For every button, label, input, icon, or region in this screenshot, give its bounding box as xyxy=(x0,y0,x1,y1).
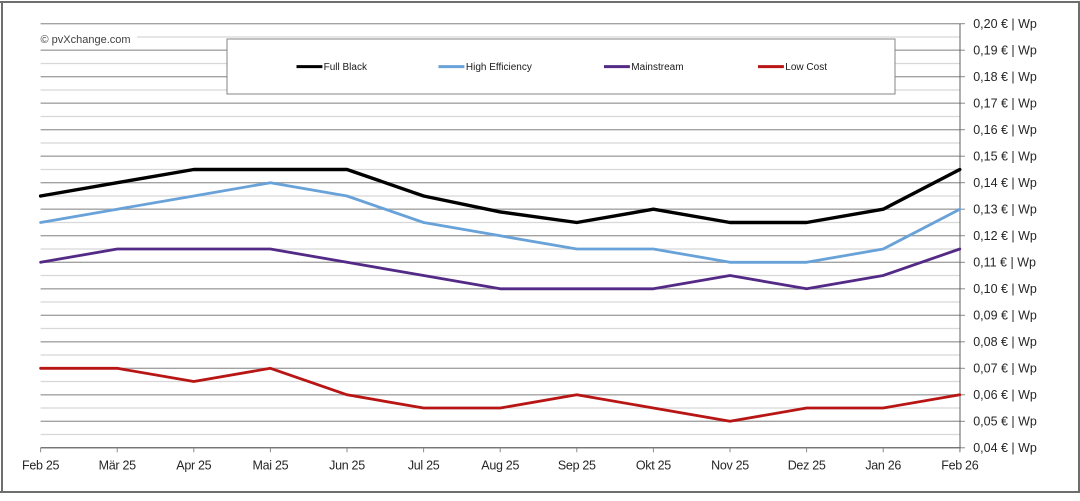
svg-text:0,15 € | Wp: 0,15 € | Wp xyxy=(973,149,1037,163)
svg-text:0,06 € | Wp: 0,06 € | Wp xyxy=(973,388,1037,402)
svg-text:Apr 25: Apr 25 xyxy=(176,459,211,473)
svg-text:0,13 € | Wp: 0,13 € | Wp xyxy=(973,202,1037,216)
svg-text:Full Black: Full Black xyxy=(324,62,368,73)
svg-text:Low Cost: Low Cost xyxy=(785,62,827,73)
svg-text:0,17 € | Wp: 0,17 € | Wp xyxy=(973,96,1037,110)
svg-text:Aug 25: Aug 25 xyxy=(481,459,519,473)
svg-text:Feb 25: Feb 25 xyxy=(22,459,59,473)
svg-text:Feb 26: Feb 26 xyxy=(941,459,978,473)
svg-text:Mai 25: Mai 25 xyxy=(253,459,289,473)
svg-text:0,09 € | Wp: 0,09 € | Wp xyxy=(973,309,1037,323)
svg-text:Jul 25: Jul 25 xyxy=(408,459,440,473)
svg-text:0,20 € | Wp: 0,20 € | Wp xyxy=(973,17,1037,31)
svg-text:0,19 € | Wp: 0,19 € | Wp xyxy=(973,43,1037,57)
svg-text:0,16 € | Wp: 0,16 € | Wp xyxy=(973,123,1037,137)
svg-text:Mainstream: Mainstream xyxy=(631,62,683,73)
svg-text:High Efficiency: High Efficiency xyxy=(466,62,532,73)
svg-text:0,11 € | Wp: 0,11 € | Wp xyxy=(973,256,1036,270)
svg-text:0,18 € | Wp: 0,18 € | Wp xyxy=(973,70,1037,84)
svg-text:0,07 € | Wp: 0,07 € | Wp xyxy=(973,362,1037,376)
svg-text:0,14 € | Wp: 0,14 € | Wp xyxy=(973,176,1037,190)
svg-text:Jun 25: Jun 25 xyxy=(329,459,365,473)
svg-text:Sep 25: Sep 25 xyxy=(558,459,596,473)
svg-text:Dez 25: Dez 25 xyxy=(788,459,826,473)
svg-text:0,05 € | Wp: 0,05 € | Wp xyxy=(973,415,1037,429)
svg-text:Mär 25: Mär 25 xyxy=(99,459,136,473)
svg-text:© pvXchange.com: © pvXchange.com xyxy=(41,34,131,46)
svg-text:0,12 € | Wp: 0,12 € | Wp xyxy=(973,229,1037,243)
svg-text:0,04 € | Wp: 0,04 € | Wp xyxy=(973,441,1037,455)
svg-text:0,08 € | Wp: 0,08 € | Wp xyxy=(973,335,1037,349)
svg-text:Jan 26: Jan 26 xyxy=(865,459,901,473)
svg-text:Okt 25: Okt 25 xyxy=(636,459,671,473)
svg-text:Nov 25: Nov 25 xyxy=(711,459,749,473)
svg-text:0,10 € | Wp: 0,10 € | Wp xyxy=(973,282,1037,296)
